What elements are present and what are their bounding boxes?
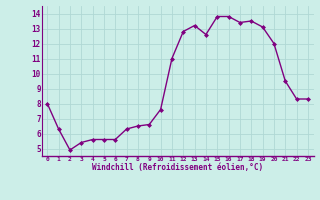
X-axis label: Windchill (Refroidissement éolien,°C): Windchill (Refroidissement éolien,°C) [92,163,263,172]
